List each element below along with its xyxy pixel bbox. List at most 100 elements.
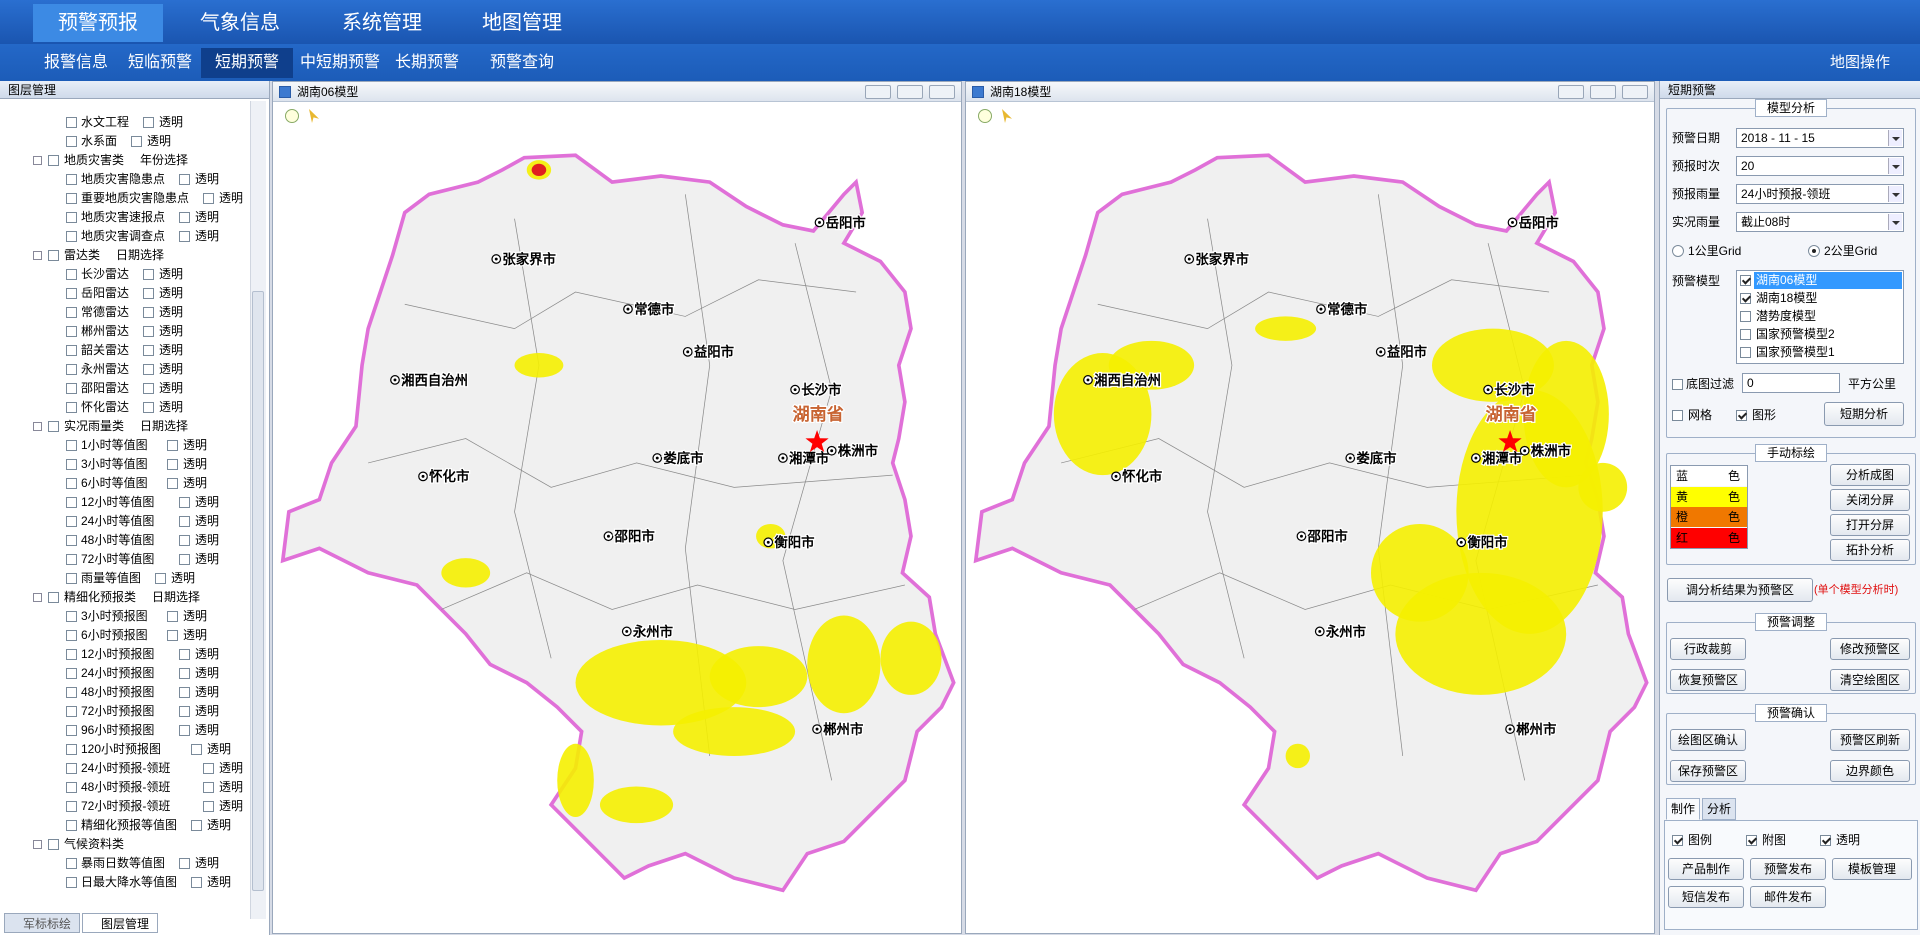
checkbox[interactable] [131, 136, 142, 147]
checkbox[interactable] [66, 573, 77, 584]
checkbox[interactable] [179, 535, 190, 546]
checkbox[interactable] [143, 307, 154, 318]
checkbox[interactable] [167, 630, 178, 641]
checkbox[interactable] [66, 402, 77, 413]
checkbox[interactable] [191, 820, 202, 831]
checkbox[interactable] [66, 516, 77, 527]
checkbox[interactable] [179, 174, 190, 185]
group-extra[interactable]: 日期选择 [116, 248, 165, 262]
checkbox[interactable] [66, 174, 77, 185]
checkbox[interactable] [66, 554, 77, 565]
checkbox[interactable] [66, 877, 77, 888]
radio[interactable] [1808, 245, 1820, 257]
toolbar-tool[interactable] [285, 109, 299, 123]
checkbox[interactable] [66, 231, 77, 242]
group-extra[interactable]: 日期选择 [152, 590, 201, 604]
checkbox[interactable] [143, 364, 154, 375]
bottom-tab[interactable]: 图层管理 [82, 913, 158, 933]
button[interactable]: 修改预警区 [1830, 638, 1910, 660]
checkbox[interactable] [179, 212, 190, 223]
checkbox[interactable] [1672, 379, 1683, 390]
checkbox[interactable] [66, 364, 77, 375]
checkbox[interactable] [1740, 293, 1751, 304]
tab[interactable]: 分析 [1702, 798, 1736, 820]
sub-nav-tab[interactable]: 预警查询 [489, 54, 554, 71]
checkbox[interactable] [66, 269, 77, 280]
checkbox[interactable] [1820, 835, 1831, 846]
window-button[interactable] [1590, 85, 1616, 99]
checkbox[interactable] [66, 782, 77, 793]
toolbar-pointer[interactable] [1002, 109, 1012, 123]
dropdown[interactable]: 截止08时 [1736, 212, 1904, 232]
checkbox[interactable] [203, 782, 214, 793]
checkbox[interactable] [1746, 835, 1757, 846]
checkbox[interactable] [66, 136, 77, 147]
checkbox[interactable] [48, 155, 59, 166]
sub-nav-tab[interactable]: 中短期预警 [299, 54, 380, 71]
checkbox[interactable] [48, 250, 59, 261]
checkbox[interactable] [48, 839, 59, 850]
checkbox[interactable] [66, 459, 77, 470]
checkbox[interactable] [66, 630, 77, 641]
group-extra[interactable]: 日期选择 [140, 419, 189, 433]
checkbox[interactable] [1740, 347, 1751, 358]
checkbox[interactable] [1740, 329, 1751, 340]
checkbox[interactable] [66, 706, 77, 717]
checkbox[interactable] [66, 117, 77, 128]
checkbox[interactable] [66, 668, 77, 679]
checkbox[interactable] [66, 497, 77, 508]
map-operation[interactable]: 地图操作 [1830, 54, 1891, 71]
checkbox[interactable] [155, 573, 166, 584]
button[interactable]: 恢复预警区 [1670, 669, 1746, 691]
sub-nav-tab[interactable]: 长期预警 [394, 54, 459, 71]
model-label[interactable]: 潜势度模型 [1756, 309, 1817, 323]
button[interactable]: 打开分屏 [1830, 514, 1910, 536]
button[interactable]: 预警发布 [1750, 858, 1826, 880]
checkbox[interactable] [66, 212, 77, 223]
checkbox[interactable] [203, 193, 214, 204]
window-button[interactable] [929, 85, 955, 99]
checkbox[interactable] [66, 725, 77, 736]
checkbox[interactable] [66, 345, 77, 356]
checkbox[interactable] [203, 801, 214, 812]
model-label[interactable]: 国家预警模型1 [1756, 345, 1835, 359]
button[interactable]: 调分析结果为预警区 [1667, 578, 1813, 602]
model-label[interactable]: 湖南06模型 [1756, 273, 1818, 287]
checkbox[interactable] [143, 326, 154, 337]
filter-input[interactable]: 0 [1742, 373, 1840, 393]
checkbox[interactable] [1672, 410, 1683, 421]
checkbox[interactable] [167, 459, 178, 470]
button[interactable]: 分析成图 [1830, 464, 1910, 486]
checkbox[interactable] [66, 383, 77, 394]
checkbox[interactable] [167, 478, 178, 489]
button[interactable]: 产品制作 [1668, 858, 1744, 880]
checkbox[interactable] [179, 668, 190, 679]
nav-tab[interactable]: 气象信息 [200, 12, 280, 34]
checkbox[interactable] [66, 478, 77, 489]
model-label[interactable]: 湖南18模型 [1756, 291, 1818, 305]
button[interactable]: 模板管理 [1832, 858, 1912, 880]
checkbox[interactable] [66, 687, 77, 698]
checkbox[interactable] [1672, 835, 1683, 846]
checkbox[interactable] [48, 592, 59, 603]
checkbox[interactable] [66, 763, 77, 774]
button[interactable]: 拓扑分析 [1830, 539, 1910, 561]
tab[interactable]: 制作 [1666, 798, 1700, 820]
group-extra[interactable]: 年份选择 [140, 153, 189, 167]
sub-nav-tab[interactable]: 短期预警 [201, 48, 293, 78]
checkbox[interactable] [143, 269, 154, 280]
button[interactable]: 邮件发布 [1750, 886, 1826, 908]
sub-nav-tab[interactable]: 短临预警 [127, 54, 192, 71]
checkbox[interactable] [66, 649, 77, 660]
checkbox[interactable] [66, 288, 77, 299]
window-button[interactable] [897, 85, 923, 99]
button[interactable]: 关闭分屏 [1830, 489, 1910, 511]
checkbox[interactable] [143, 345, 154, 356]
nav-tab[interactable]: 预警预报 [33, 4, 163, 42]
button[interactable]: 清空绘图区 [1830, 669, 1910, 691]
button[interactable]: 短期分析 [1824, 402, 1904, 426]
checkbox[interactable] [191, 877, 202, 888]
checkbox[interactable] [167, 611, 178, 622]
checkbox[interactable] [179, 649, 190, 660]
checkbox[interactable] [143, 383, 154, 394]
